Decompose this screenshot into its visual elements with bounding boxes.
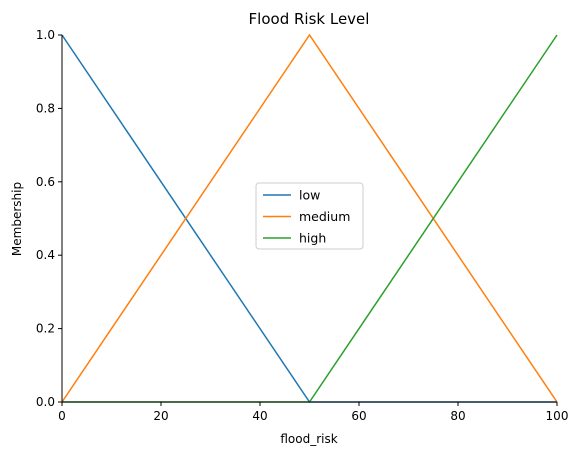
legend-box bbox=[255, 182, 364, 250]
y-tick-label: 0.0 bbox=[36, 395, 55, 409]
y-tick-label: 0.2 bbox=[36, 322, 55, 336]
legend-label-medium: medium bbox=[299, 209, 350, 224]
x-tick-label: 100 bbox=[546, 409, 569, 423]
chart-title: Flood Risk Level bbox=[249, 10, 370, 28]
y-axis-label: Membership bbox=[10, 182, 24, 256]
legend-label-high: high bbox=[299, 231, 326, 246]
x-tick-label: 20 bbox=[153, 409, 168, 423]
legend-label-low: low bbox=[299, 188, 320, 203]
y-ticks: 0.0 0.2 0.4 0.6 0.8 1.0 bbox=[36, 28, 62, 409]
x-ticks: 0 20 40 60 80 100 bbox=[58, 402, 568, 423]
x-tick-label: 80 bbox=[450, 409, 465, 423]
y-tick-label: 1.0 bbox=[36, 28, 55, 42]
series-line-medium bbox=[61, 33, 558, 403]
y-tick-label: 0.6 bbox=[36, 175, 55, 189]
y-tick-label: 0.8 bbox=[36, 101, 55, 115]
x-tick-label: 60 bbox=[351, 409, 366, 423]
legend: low medium high bbox=[255, 182, 364, 250]
x-tick-label: 40 bbox=[252, 409, 267, 423]
x-tick-label: 0 bbox=[58, 409, 66, 423]
x-axis-label: flood_risk bbox=[280, 432, 337, 446]
y-tick-label: 0.4 bbox=[36, 248, 55, 262]
